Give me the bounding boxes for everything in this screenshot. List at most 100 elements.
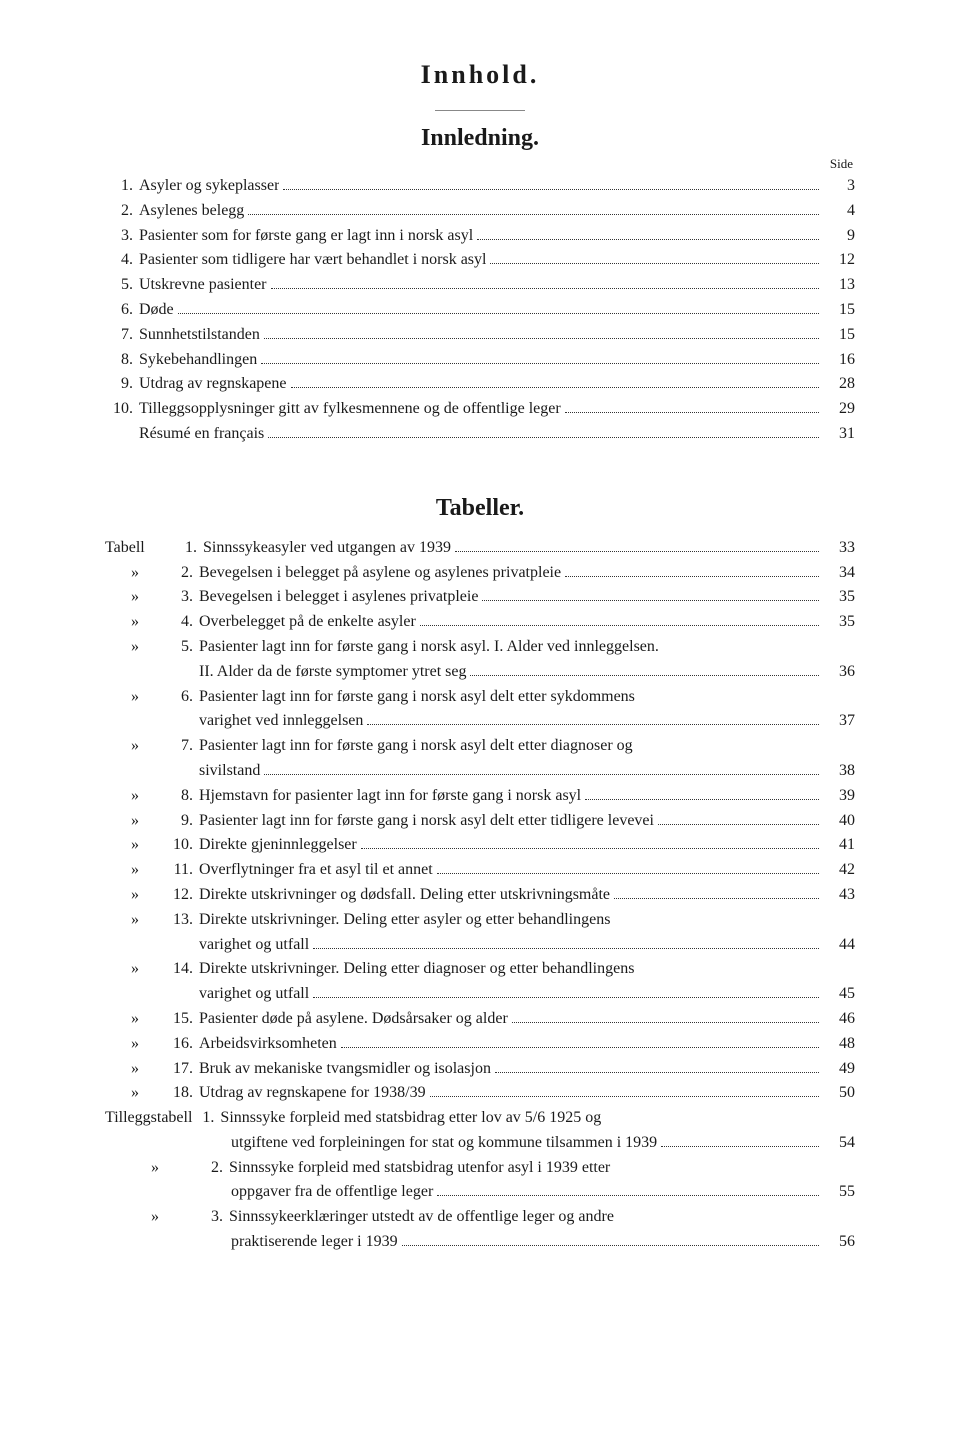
toc-item: 3. Pasienter som for første gang er lagt… (105, 224, 855, 249)
tabell-text: Overflytninger fra et asyl til et annet (199, 858, 433, 883)
toc-page: 9 (823, 224, 855, 249)
leader-dots (264, 774, 819, 775)
toc-number: 7. (105, 323, 139, 348)
toc-number: 4. (105, 248, 139, 273)
toc-page: 13 (823, 273, 855, 298)
tabell-text: II. Alder da de første symptomer ytret s… (199, 660, 466, 685)
ditto-mark: » (105, 734, 165, 759)
tabell-item: » 12. Direkte utskrivninger og dødsfall.… (105, 883, 855, 908)
tabell-page: 48 (823, 1032, 855, 1057)
ditto-mark: » (105, 883, 165, 908)
tabell-number: 11. (165, 858, 199, 883)
leader-dots (248, 214, 819, 215)
ditto-mark: » (105, 635, 165, 660)
ditto-mark: » (105, 1032, 165, 1057)
toc-page: 4 (823, 199, 855, 224)
leader-dots (482, 600, 819, 601)
toc-text: Pasienter som for første gang er lagt in… (139, 224, 473, 249)
toc-page: 31 (823, 422, 855, 447)
leader-dots (313, 997, 819, 998)
tabell-page: 41 (823, 833, 855, 858)
tabell-number: 5. (165, 635, 199, 660)
tabell-text: Pasienter lagt inn for første gang i nor… (199, 809, 654, 834)
tabell-item: » 15. Pasienter døde på asylene. Dødsårs… (105, 1007, 855, 1032)
ditto-mark: » (105, 1057, 165, 1082)
ditto-mark: » (105, 908, 165, 933)
tilleg-text: utgiftene ved forpleiningen for stat og … (231, 1131, 657, 1156)
toc-text: Utskrevne pasienter (139, 273, 267, 298)
tabell-item: » 8. Hjemstavn for pasienter lagt inn fo… (105, 784, 855, 809)
ditto-mark: » (105, 833, 165, 858)
tilleggstabell-item-3: » 3. Sinnssykeerklæringer utstedt av de … (105, 1205, 855, 1255)
ditto-mark: » (105, 1007, 165, 1032)
tabell-item: » 4. Overbelegget på de enkelte asyler 3… (105, 610, 855, 635)
toc-page: 28 (823, 372, 855, 397)
toc-text: Pasienter som tidligere har vært behandl… (139, 248, 486, 273)
leader-dots (178, 313, 819, 314)
toc-number: 3. (105, 224, 139, 249)
toc-text: Sunnhetstilstanden (139, 323, 260, 348)
tabell-number: 1. (169, 536, 203, 561)
leader-dots (658, 824, 819, 825)
leader-dots (313, 948, 819, 949)
ditto-mark: » (105, 957, 165, 982)
tabell-number: 15. (165, 1007, 199, 1032)
tabeller-title: Tabeller. (105, 495, 855, 522)
ditto-mark: » (105, 561, 165, 586)
ditto-mark: » (105, 610, 165, 635)
toc-page: 16 (823, 348, 855, 373)
leader-dots (437, 1195, 819, 1196)
toc-number: 1. (105, 174, 139, 199)
toc-text: Sykebehandlingen (139, 348, 257, 373)
tabell-item: Tabell 1. Sinnssykeasyler ved utgangen a… (105, 536, 855, 561)
ditto-mark: » (105, 585, 165, 610)
leader-dots (565, 576, 819, 577)
tabell-page: 38 (823, 759, 855, 784)
leader-dots (512, 1022, 819, 1023)
toc-page: 15 (823, 298, 855, 323)
tabell-item-13: » 13. Direkte utskrivninger. Deling ette… (105, 908, 855, 958)
tabell-number: 9. (165, 809, 199, 834)
tilleg-page: 54 (823, 1131, 855, 1156)
tilleggstabell-item-2: » 2. Sinnssyke forpleid med statsbidrag … (105, 1156, 855, 1206)
toc-page: 3 (823, 174, 855, 199)
tabell-page: 35 (823, 610, 855, 635)
tabell-page: 33 (823, 536, 855, 561)
leader-dots (565, 412, 819, 413)
ditto-mark: » (105, 809, 165, 834)
tabell-text: sivilstand (199, 759, 260, 784)
ditto-mark: » (105, 1205, 205, 1230)
leader-dots (661, 1146, 819, 1147)
tabell-number: 6. (165, 685, 199, 710)
leader-dots (490, 263, 819, 264)
leader-dots (268, 437, 819, 438)
tabell-number: 17. (165, 1057, 199, 1082)
tabell-page: 34 (823, 561, 855, 586)
tabell-item: » 10. Direkte gjeninnleggelser 41 (105, 833, 855, 858)
tabell-prefix: Tabell (105, 536, 169, 561)
tabell-text: Pasienter lagt inn for første gang i nor… (199, 685, 635, 710)
tabell-number: 4. (165, 610, 199, 635)
tilleg-page: 55 (823, 1180, 855, 1205)
tabell-item: » 9. Pasienter lagt inn for første gang … (105, 809, 855, 834)
tilleggstabell-item-1: Tilleggstabell 1. Sinnssyke forpleid med… (105, 1106, 855, 1156)
toc-item: 9. Utdrag av regnskapene 28 (105, 372, 855, 397)
toc-number: 8. (105, 348, 139, 373)
leader-dots (455, 551, 819, 552)
toc-text: Asyler og sykeplasser (139, 174, 279, 199)
toc-text: Tilleggsopplysninger gitt av fylkesmenne… (139, 397, 561, 422)
leader-dots (264, 338, 819, 339)
tabell-item-14: » 14. Direkte utskrivninger. Deling ette… (105, 957, 855, 1007)
toc-number: 9. (105, 372, 139, 397)
tilleg-number: 2. (205, 1156, 229, 1181)
side-label: Side (105, 156, 855, 172)
toc-item: 5. Utskrevne pasienter 13 (105, 273, 855, 298)
tabell-item-6: » 6. Pasienter lagt inn for første gang … (105, 685, 855, 735)
page: Innhold. Innledning. Side 1. Asyler og s… (0, 0, 960, 1335)
tabell-text: Utdrag av regnskapene for 1938/39 (199, 1081, 426, 1106)
toc-item: 6. Døde 15 (105, 298, 855, 323)
leader-dots (614, 898, 819, 899)
tilleg-text: praktiserende leger i 1939 (231, 1230, 398, 1255)
toc-page: 12 (823, 248, 855, 273)
tabell-page: 45 (823, 982, 855, 1007)
